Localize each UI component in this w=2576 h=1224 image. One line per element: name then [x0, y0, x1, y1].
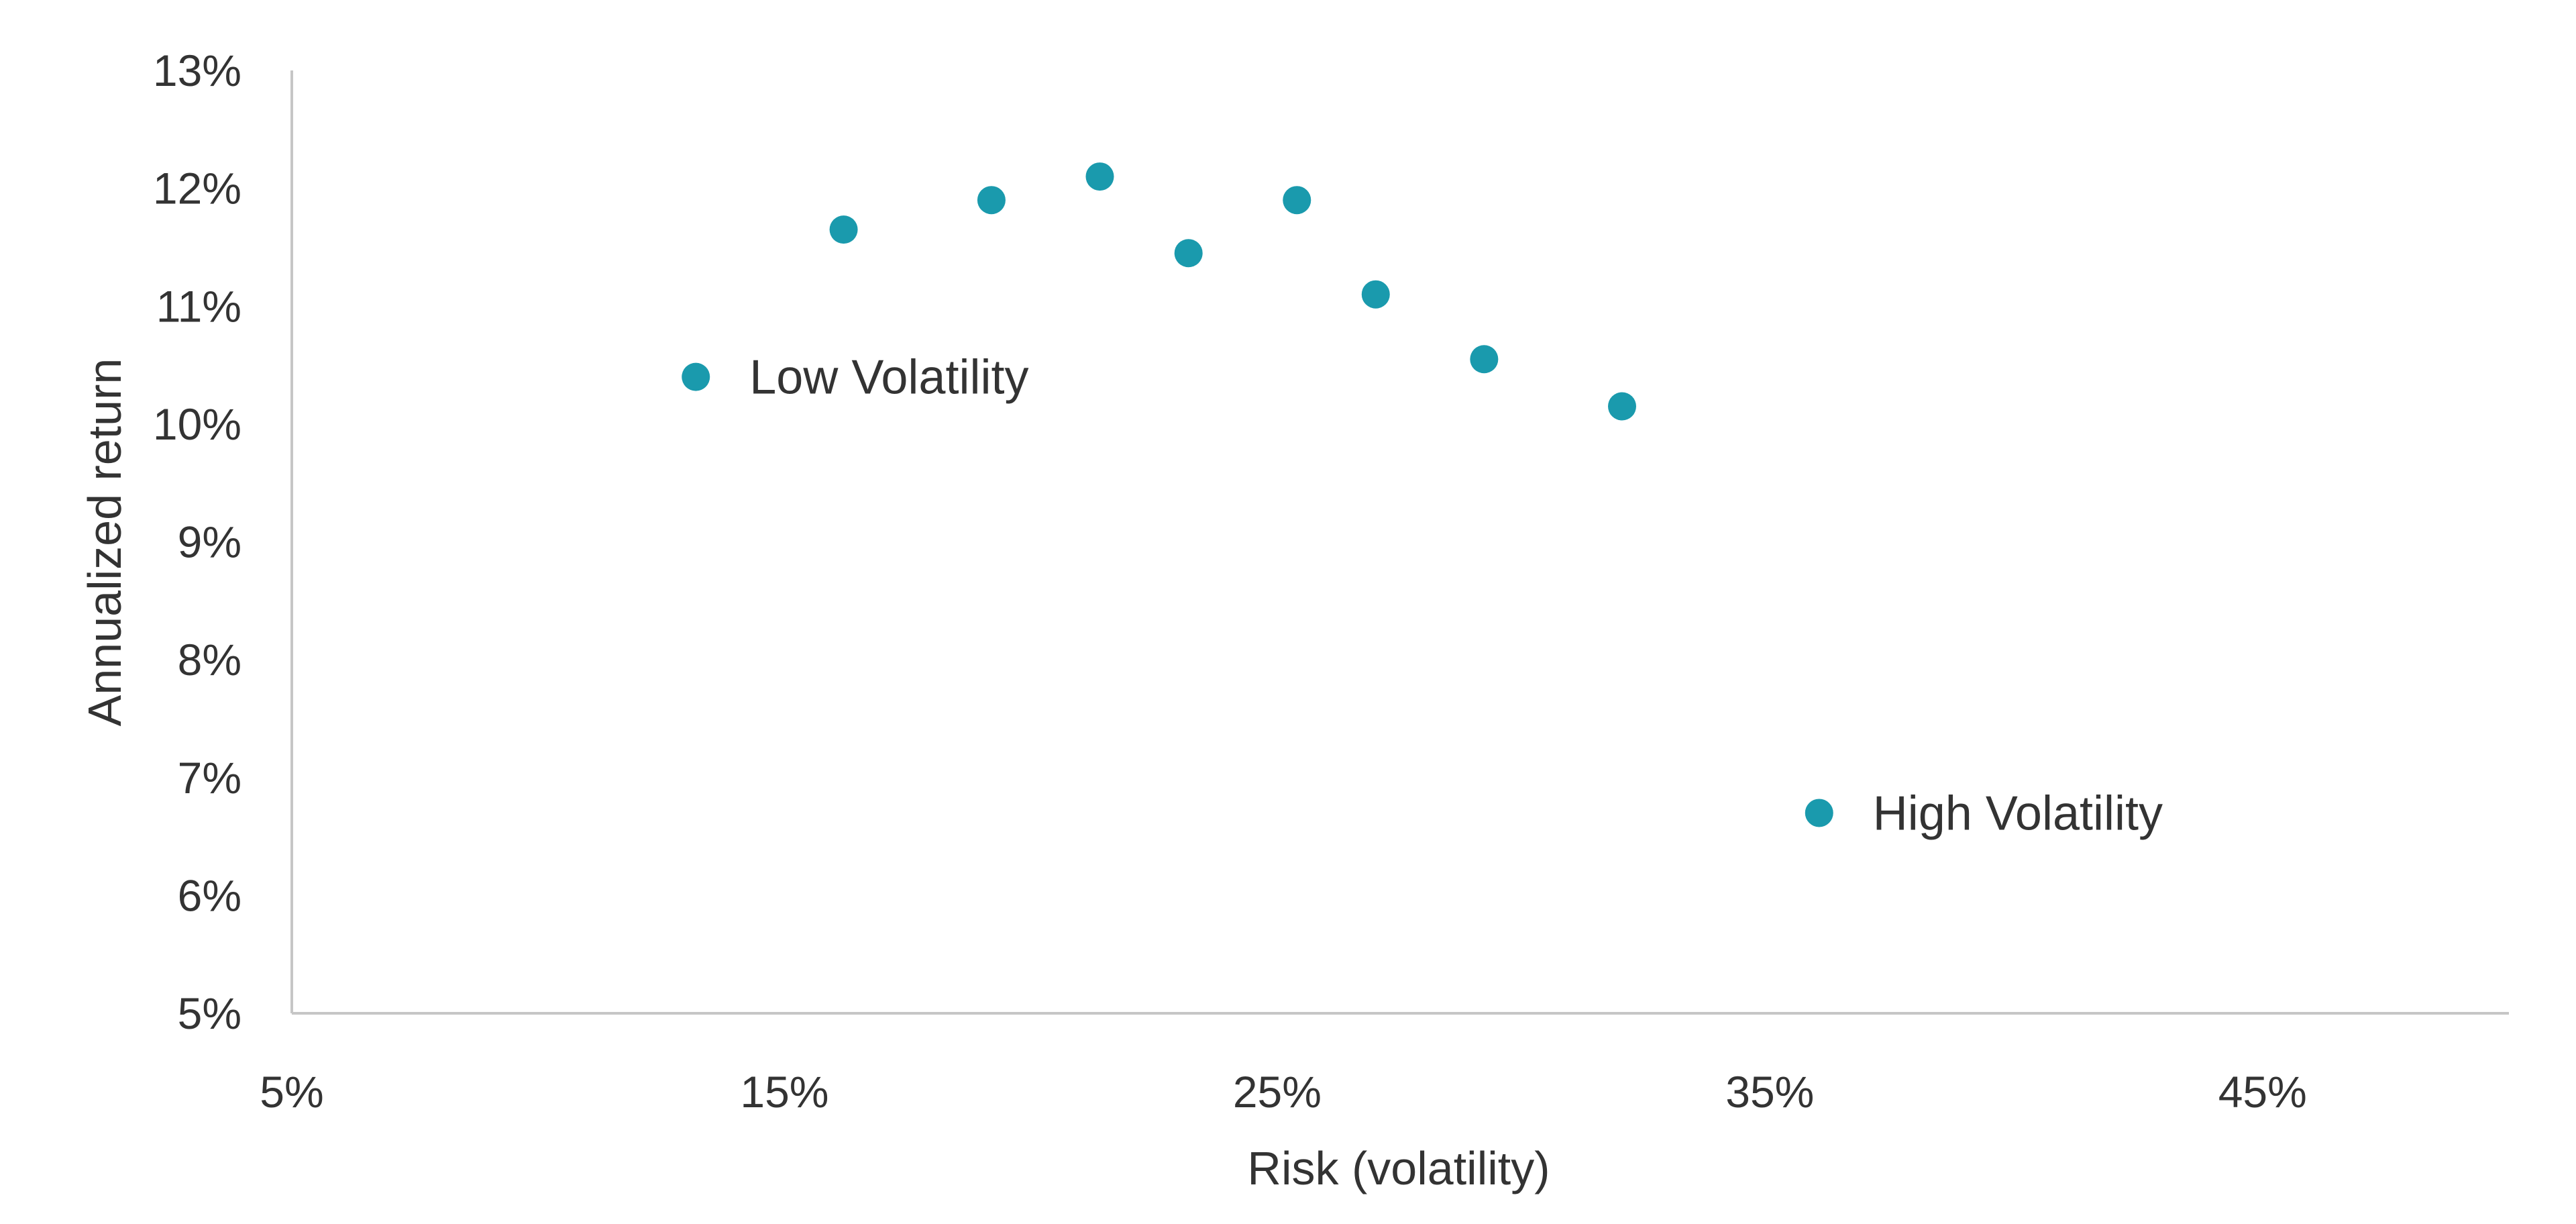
- y-tick-label: 11%: [156, 281, 241, 331]
- data-point: [829, 215, 858, 244]
- data-point: [1174, 239, 1203, 268]
- y-tick-label: 5%: [178, 988, 241, 1038]
- axes: [290, 70, 2509, 1015]
- x-tick-label: 25%: [1233, 1067, 1322, 1117]
- y-tick-labels: 13% 12% 11% 10% 9% 8% 7% 6% 5%: [153, 46, 241, 1038]
- data-point: [1085, 162, 1114, 191]
- y-tick-label: 8%: [178, 635, 241, 684]
- data-point: [1470, 345, 1499, 374]
- y-axis-title: Annualized return: [78, 358, 131, 727]
- x-tick-label: 15%: [740, 1067, 828, 1117]
- point-labels: Low Volatility High Volatility: [749, 351, 2163, 841]
- y-tick-label: 7%: [178, 753, 241, 803]
- data-point: [1361, 280, 1390, 309]
- y-tick-label: 13%: [153, 46, 241, 95]
- data-point: [1608, 392, 1636, 421]
- data-point: [977, 186, 1006, 215]
- x-tick-label: 5%: [260, 1067, 323, 1117]
- x-axis-title: Risk (volatility): [1247, 1142, 1550, 1194]
- point-label: High Volatility: [1873, 786, 2163, 840]
- x-tick-label: 45%: [2218, 1067, 2307, 1117]
- data-point: [682, 362, 710, 391]
- x-tick-label: 35%: [1725, 1067, 1814, 1117]
- point-label: Low Volatility: [749, 351, 1028, 405]
- y-tick-label: 10%: [153, 399, 241, 449]
- data-point: [1283, 186, 1311, 215]
- data-points: [682, 162, 1833, 827]
- y-tick-label: 12%: [153, 164, 241, 213]
- data-point: [1805, 799, 1833, 827]
- x-tick-labels: 5% 15% 25% 35% 45%: [260, 1067, 2307, 1117]
- y-tick-label: 6%: [178, 870, 241, 920]
- y-tick-label: 9%: [178, 517, 241, 567]
